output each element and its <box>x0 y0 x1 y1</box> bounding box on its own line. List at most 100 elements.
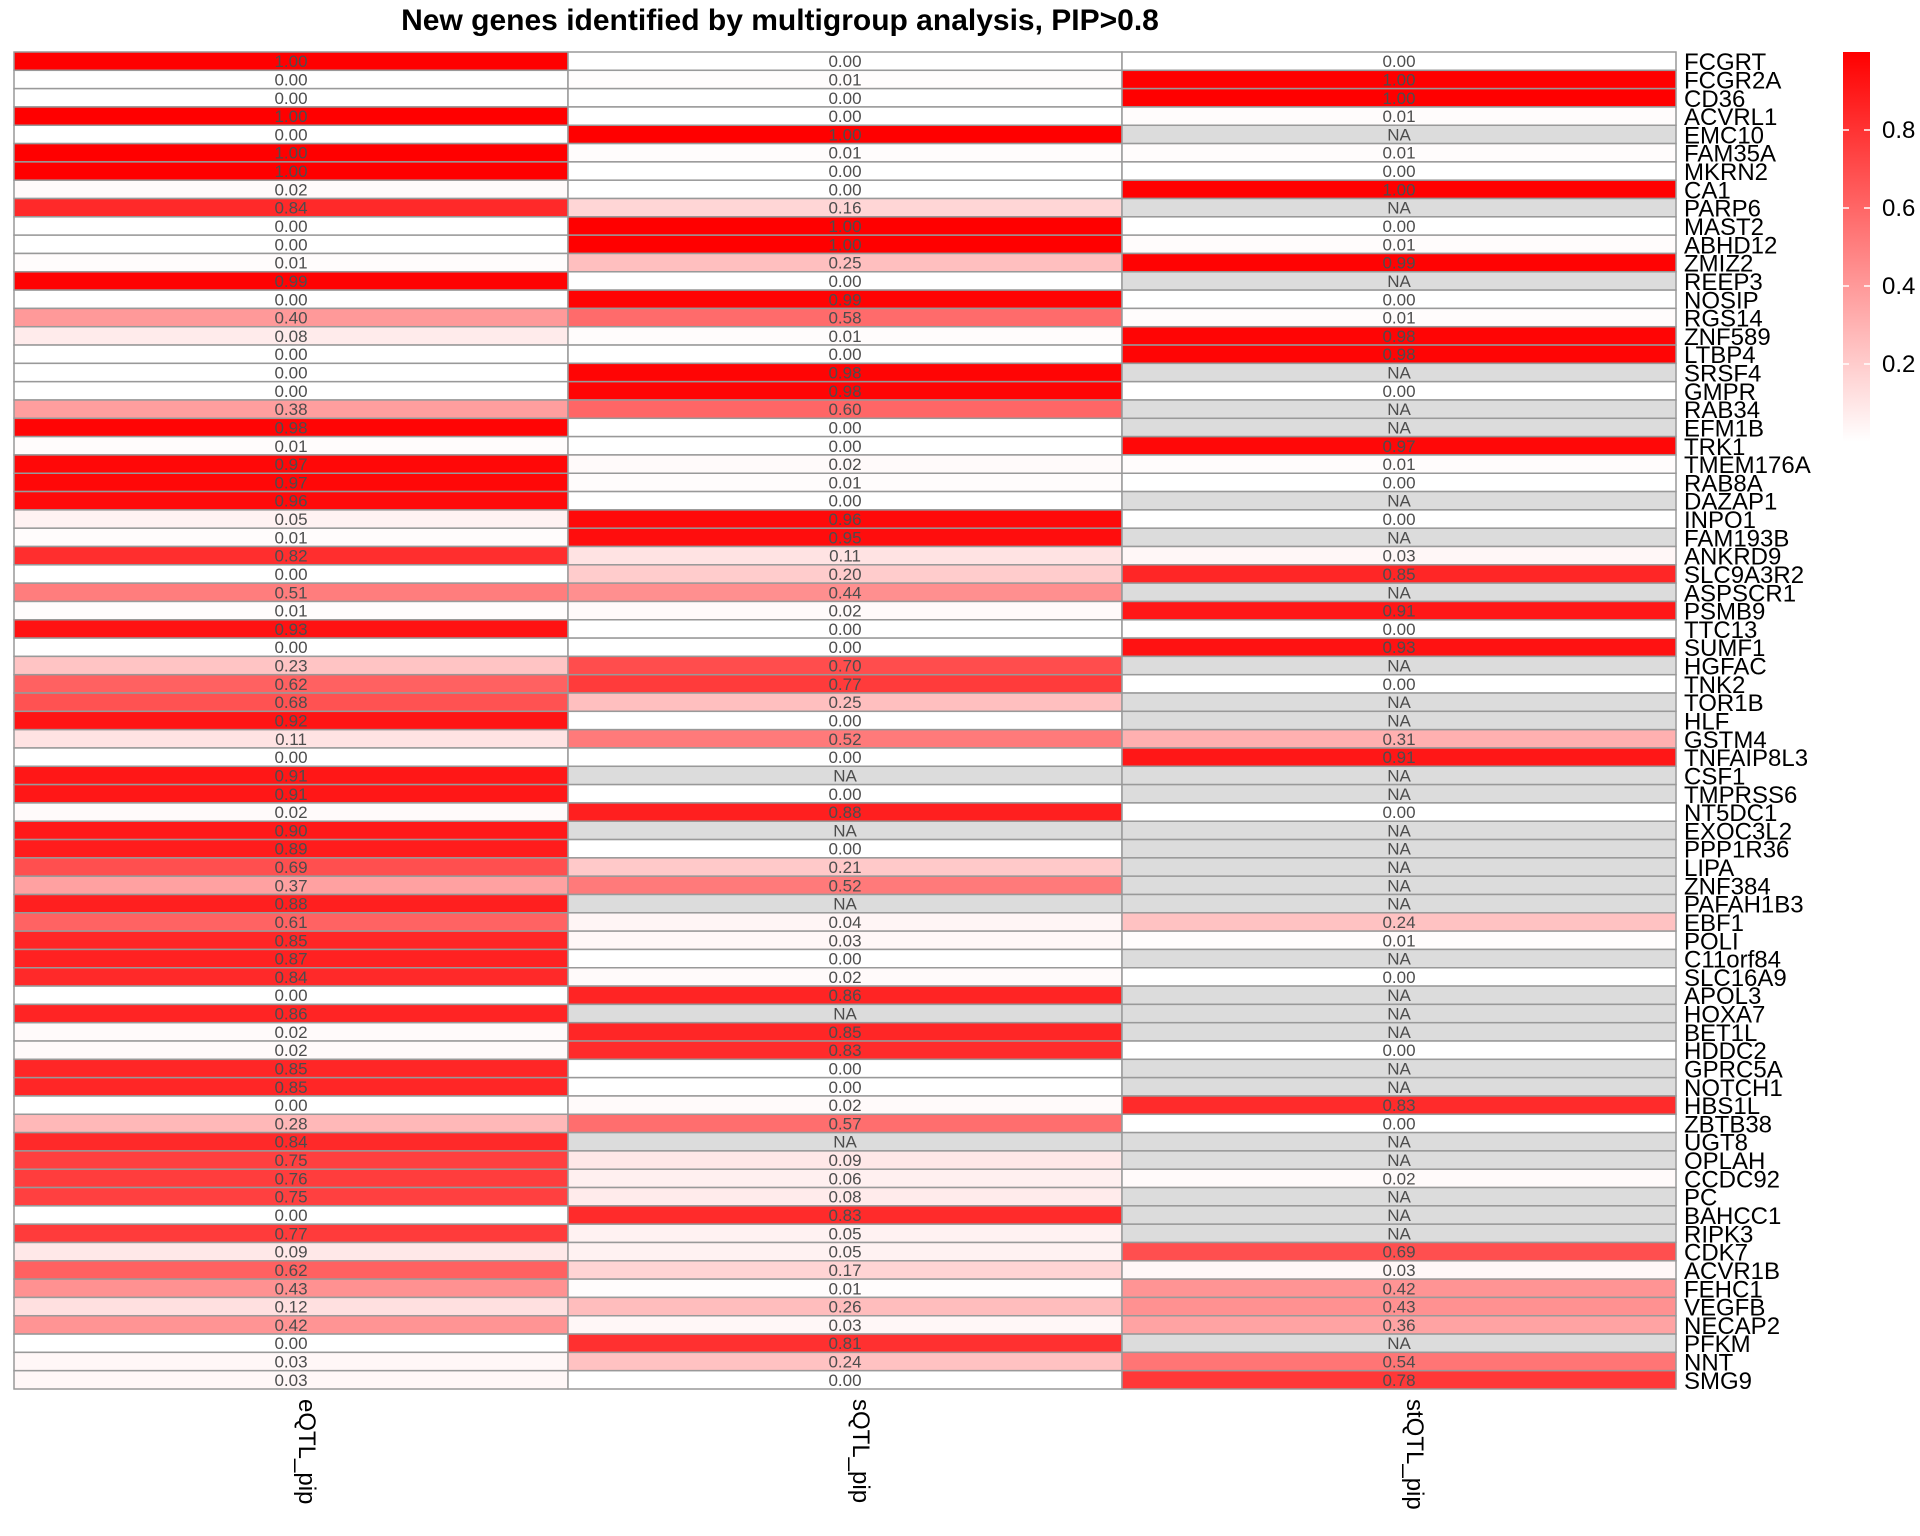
row-label: EFM1B <box>1684 415 1764 442</box>
cell-value-label: 0.01 <box>1382 931 1415 950</box>
cell-value-label: 0.31 <box>1382 730 1415 749</box>
cell-value-label: 0.69 <box>274 858 307 877</box>
row-label: PFKM <box>1684 1331 1751 1358</box>
cell-value-label: 0.00 <box>828 785 861 804</box>
cell-value-label: 0.38 <box>274 400 307 419</box>
cell-value-label: 0.90 <box>274 821 307 840</box>
row-label: RIPK3 <box>1684 1221 1753 1248</box>
cell-value-label: NA <box>1387 125 1411 144</box>
row-label: ACVRL1 <box>1684 104 1777 131</box>
row-label: EMC10 <box>1684 122 1764 149</box>
cell-value-label: 0.98 <box>828 364 861 383</box>
cell-value-label: 0.01 <box>1382 235 1415 254</box>
row-label: MKRN2 <box>1684 159 1768 186</box>
cell-value-label: 0.83 <box>828 1041 861 1060</box>
cell-value-label: 0.01 <box>274 254 307 273</box>
cell-value-label: 0.12 <box>274 1298 307 1317</box>
cell-value-label: 0.01 <box>828 473 861 492</box>
cell-value-label: 0.00 <box>274 70 307 89</box>
row-label: FAM193B <box>1684 525 1789 552</box>
cell-value-label: 0.00 <box>1382 510 1415 529</box>
cell-value-label: 0.00 <box>1382 217 1415 236</box>
cell-value-label: 0.62 <box>274 675 307 694</box>
cell-value-label: NA <box>1387 986 1411 1005</box>
row-label: TTC13 <box>1684 617 1757 644</box>
cell-value-label: 0.00 <box>828 1078 861 1097</box>
row-label: TMEM176A <box>1684 452 1811 479</box>
cell-value-label: 0.03 <box>274 1371 307 1390</box>
cell-value-label: 1.00 <box>274 144 307 163</box>
cell-value-label: 1.00 <box>1382 89 1415 108</box>
cell-value-label: 0.21 <box>828 858 861 877</box>
row-label: CCDC92 <box>1684 1166 1780 1193</box>
row-label: TRK1 <box>1684 434 1745 461</box>
cell-value-label: 0.97 <box>1382 437 1415 456</box>
row-label: DAZAP1 <box>1684 489 1777 516</box>
cell-value-label: 0.86 <box>828 986 861 1005</box>
cell-value-label: 0.05 <box>828 1243 861 1262</box>
cell-value-label: NA <box>1387 657 1411 676</box>
cell-value-label: 1.00 <box>1382 180 1415 199</box>
cell-value-label: NA <box>1387 1059 1411 1078</box>
cell-value-label: 0.98 <box>1382 345 1415 364</box>
column-label: eQTL_pip <box>293 1399 320 1504</box>
cell-value-label: NA <box>1387 1188 1411 1207</box>
row-label: FAM35A <box>1684 141 1776 168</box>
cell-value-label: NA <box>833 1133 857 1152</box>
cell-value-label: 0.00 <box>274 638 307 657</box>
cell-value-label: 0.40 <box>274 309 307 328</box>
row-label: RAB34 <box>1684 397 1760 424</box>
cell-value-label: 0.02 <box>1382 1169 1415 1188</box>
cell-value-label: 0.00 <box>274 89 307 108</box>
chart-title: New genes identified by multigroup analy… <box>401 4 1159 37</box>
cell-value-label: 0.75 <box>274 1151 307 1170</box>
cell-value-label: 0.00 <box>828 620 861 639</box>
cell-value-label: 0.42 <box>274 1316 307 1335</box>
cell-value-label: 0.96 <box>828 510 861 529</box>
color-legend: 0.2 0.4 0.6 0.8 <box>1843 52 1915 442</box>
row-labels: FCGRTFCGR2ACD36ACVRL1EMC10FAM35AMKRN2CA1… <box>1684 49 1811 1395</box>
cell-value-label: 0.43 <box>1382 1298 1415 1317</box>
cell-value-label: 0.77 <box>828 675 861 694</box>
row-label: ACVR1B <box>1684 1258 1780 1285</box>
row-label: FCGRT <box>1684 49 1767 76</box>
cell-value-label: 0.93 <box>1382 638 1415 657</box>
cell-value-label: 0.00 <box>828 89 861 108</box>
row-label: BET1L <box>1684 1020 1757 1047</box>
row-label: HOXA7 <box>1684 1002 1765 1029</box>
cell-value-label: NA <box>1387 418 1411 437</box>
cell-value-label: 0.43 <box>274 1279 307 1298</box>
cell-value-label: 0.89 <box>274 840 307 859</box>
cell-value-label: 0.00 <box>828 492 861 511</box>
cell-value-label: 0.00 <box>828 712 861 731</box>
cell-value-label: 0.03 <box>274 1353 307 1372</box>
column-label: stQTL_pip <box>1401 1399 1428 1510</box>
cell-value-label: 0.00 <box>1382 1114 1415 1133</box>
cell-value-label: NA <box>1387 712 1411 731</box>
row-label: FCGR2A <box>1684 67 1781 94</box>
cell-value-label: NA <box>1387 400 1411 419</box>
cell-value-label: 0.02 <box>828 1096 861 1115</box>
column-label: sQTL_pip <box>847 1399 874 1503</box>
row-label: ZBTB38 <box>1684 1111 1772 1138</box>
cell-value-label: 0.00 <box>828 1059 861 1078</box>
cell-value-label: 0.00 <box>828 840 861 859</box>
cell-value-label: 0.84 <box>274 1133 307 1152</box>
column-labels: eQTL_pip sQTL_pip stQTL_pip <box>293 1399 1428 1510</box>
cell-value-label: 1.00 <box>828 217 861 236</box>
row-label: OPLAH <box>1684 1148 1765 1175</box>
cell-value-label: 0.98 <box>828 382 861 401</box>
cell-value-label: 0.11 <box>829 547 861 566</box>
row-label: LTBP4 <box>1684 342 1756 369</box>
row-label: TNFAIP8L3 <box>1684 745 1808 772</box>
cell-value-label: 0.96 <box>274 492 307 511</box>
cell-value-label: 0.00 <box>274 1334 307 1353</box>
cell-value-label: 0.23 <box>274 657 307 676</box>
cell-value-label: 0.01 <box>1382 309 1415 328</box>
cell-value-label: 0.00 <box>828 437 861 456</box>
cell-value-label: 0.97 <box>274 455 307 474</box>
cell-value-label: 0.01 <box>1382 455 1415 474</box>
row-label: SUMF1 <box>1684 635 1765 662</box>
row-label: NOTCH1 <box>1684 1075 1783 1102</box>
